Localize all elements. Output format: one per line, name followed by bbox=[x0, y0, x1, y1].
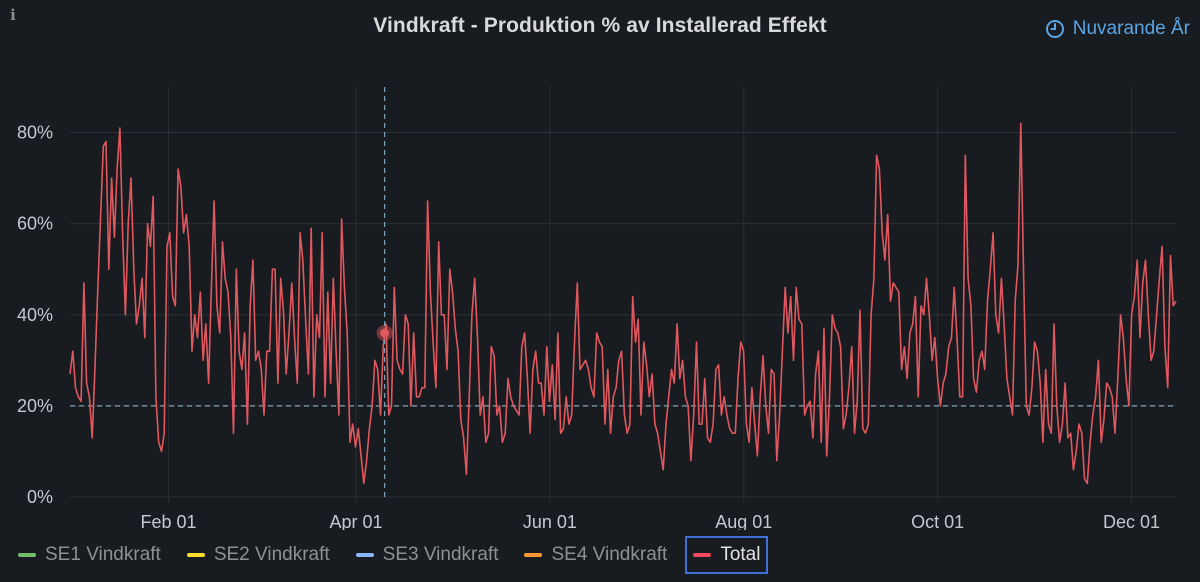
x-axis: Feb 01 Apr 01 Jun 01 Aug 01 Oct 01 Dec 01 bbox=[140, 512, 1160, 530]
legend-item-se3-vindkraft[interactable]: SE3 Vindkraft bbox=[355, 537, 499, 573]
legend: SE1 Vindkraft SE2 Vindkraft SE3 Vindkraft S… bbox=[18, 536, 794, 574]
y-tick-label: 0% bbox=[27, 487, 53, 507]
legend-item-total[interactable]: Total bbox=[685, 536, 769, 574]
series-line-total[interactable] bbox=[69, 122, 1177, 485]
legend-item-se2-vindkraft[interactable]: SE2 Vindkraft bbox=[186, 537, 330, 573]
panel-title: Vindkraft - Produktion % av Installerad … bbox=[373, 14, 827, 37]
cursor bbox=[376, 87, 393, 497]
y-axis: 0% 20% 40% 60% 80% bbox=[17, 123, 53, 507]
series-total bbox=[69, 122, 1177, 485]
chart[interactable]: 0% 20% 40% 60% 80% Feb 01 Apr 01 Jun 01 Aug 01 O… bbox=[0, 0, 1200, 530]
x-tick-label: Oct 01 bbox=[911, 512, 964, 530]
time-range-label: Nuvarande År bbox=[1072, 18, 1190, 39]
clock-icon bbox=[1045, 20, 1064, 38]
y-tick-label: 40% bbox=[17, 305, 53, 325]
legend-label: Total bbox=[720, 544, 761, 565]
hover-point[interactable] bbox=[380, 328, 390, 338]
legend-swatch bbox=[524, 553, 543, 557]
legend-item-se4-vindkraft[interactable]: SE4 Vindkraft bbox=[524, 537, 667, 573]
x-tick-label: Apr 01 bbox=[330, 512, 383, 530]
legend-label: SE4 Vindkraft bbox=[551, 544, 668, 565]
time-range-button[interactable]: Nuvarande År bbox=[1045, 18, 1190, 40]
legend-swatch bbox=[186, 553, 205, 557]
y-tick-label: 20% bbox=[17, 396, 53, 416]
y-tick-label: 80% bbox=[17, 123, 53, 143]
x-tick-label: Jun 01 bbox=[523, 512, 577, 530]
legend-swatch bbox=[355, 553, 374, 557]
y-tick-label: 60% bbox=[17, 214, 53, 234]
grid bbox=[70, 87, 1176, 503]
x-tick-label: Feb 01 bbox=[140, 512, 196, 530]
legend-label: SE3 Vindkraft bbox=[382, 544, 499, 565]
legend-swatch bbox=[693, 553, 712, 557]
legend-label: SE2 Vindkraft bbox=[213, 544, 330, 565]
legend-label: SE1 Vindkraft bbox=[45, 544, 161, 565]
info-icon[interactable]: i bbox=[10, 6, 16, 24]
x-tick-label: Aug 01 bbox=[715, 512, 772, 530]
legend-swatch bbox=[18, 553, 36, 557]
x-tick-label: Dec 01 bbox=[1103, 512, 1160, 530]
legend-item-se1-vindkraft[interactable]: SE1 Vindkraft bbox=[18, 537, 161, 573]
